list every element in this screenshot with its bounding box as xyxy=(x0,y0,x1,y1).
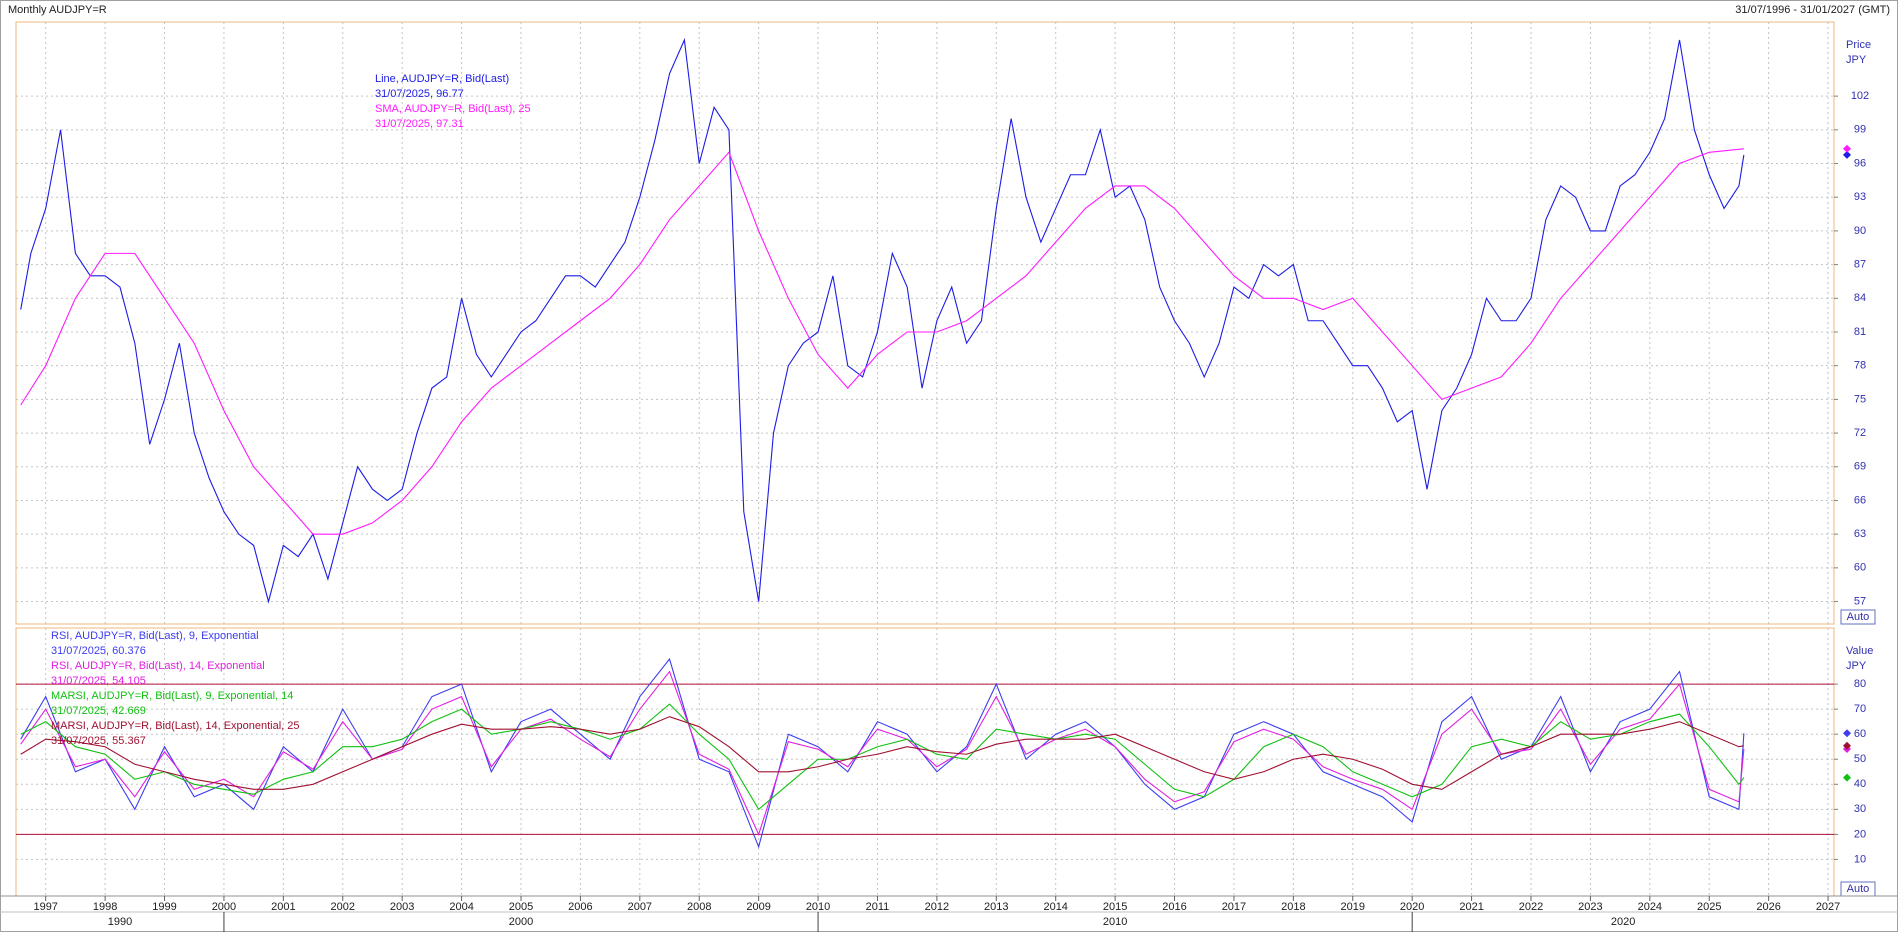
y-tick-label: 10 xyxy=(1854,853,1866,865)
legend-entry: SMA, AUDJPY=R, Bid(Last), 25 xyxy=(375,103,531,115)
y-tick-label: 20 xyxy=(1854,828,1866,840)
y-tick-label: 93 xyxy=(1854,191,1866,203)
y-tick-label: 87 xyxy=(1854,259,1866,271)
y-tick-label: 40 xyxy=(1854,778,1866,790)
x-tick-label: 2004 xyxy=(449,901,473,913)
decade-label: 2000 xyxy=(509,916,533,928)
last-value-marker xyxy=(1843,741,1851,750)
y-tick-label: 99 xyxy=(1854,124,1866,136)
scale-mode: Auto xyxy=(1847,883,1870,895)
x-tick-label: 2017 xyxy=(1222,901,1246,913)
y-tick-label: 50 xyxy=(1854,753,1866,765)
series-line xyxy=(20,148,1744,535)
x-tick-label: 2010 xyxy=(806,901,830,913)
series-line xyxy=(20,703,1745,811)
x-tick-label: 2001 xyxy=(271,901,295,913)
x-tick-label: 1998 xyxy=(93,901,117,913)
y-tick-label: 70 xyxy=(1854,703,1866,715)
x-tick-label: 2025 xyxy=(1697,901,1721,913)
y-tick-label: 57 xyxy=(1854,595,1866,607)
y-tick-label: 90 xyxy=(1854,225,1866,237)
y-tick-label: 30 xyxy=(1854,803,1866,815)
x-tick-label: 2005 xyxy=(509,901,533,913)
x-tick-label: 2019 xyxy=(1341,901,1365,913)
x-tick-label: 2002 xyxy=(331,901,355,913)
x-tick-label: 2008 xyxy=(687,901,711,913)
x-tick-label: 1999 xyxy=(152,901,176,913)
x-tick-label: 2018 xyxy=(1281,901,1305,913)
y-axis-unit: JPY xyxy=(1846,660,1867,672)
x-tick-label: 2016 xyxy=(1162,901,1186,913)
y-tick-label: 60 xyxy=(1854,562,1866,574)
last-value-marker xyxy=(1843,729,1851,738)
y-tick-label: 80 xyxy=(1854,678,1866,690)
x-tick-label: 2003 xyxy=(390,901,414,913)
x-tick-label: 2024 xyxy=(1638,901,1662,913)
y-tick-label: 63 xyxy=(1854,528,1866,540)
y-tick-label: 75 xyxy=(1854,393,1866,405)
x-tick-label: 2027 xyxy=(1816,901,1840,913)
x-tick-label: 1997 xyxy=(33,901,57,913)
x-tick-label: 2015 xyxy=(1103,901,1127,913)
decade-label: 2010 xyxy=(1103,916,1127,928)
last-value-label: 31/07/2025, 55.367 xyxy=(51,735,146,747)
last-value-marker xyxy=(1843,144,1851,153)
x-tick-label: 2021 xyxy=(1459,901,1483,913)
last-value-marker xyxy=(1843,150,1851,159)
date-range: 31/07/1996 - 31/01/2027 (GMT) xyxy=(1735,4,1890,16)
x-tick-label: 2006 xyxy=(568,901,592,913)
legend-entry: RSI, AUDJPY=R, Bid(Last), 9, Exponential xyxy=(51,630,259,642)
x-tick-label: 2009 xyxy=(746,901,770,913)
x-tick-label: 2020 xyxy=(1400,901,1424,913)
x-tick-label: 2026 xyxy=(1756,901,1780,913)
x-tick-label: 2000 xyxy=(212,901,236,913)
y-tick-label: 96 xyxy=(1854,157,1866,169)
x-tick-label: 2014 xyxy=(1043,901,1067,913)
last-value-label: 31/07/2025, 97.31 xyxy=(375,118,464,130)
last-value-marker xyxy=(1843,773,1851,782)
y-tick-label: 60 xyxy=(1854,728,1866,740)
y-axis-label: Price xyxy=(1846,39,1871,51)
series-line xyxy=(20,657,1745,849)
decade-label: 1990 xyxy=(108,916,132,928)
decade-label: 2020 xyxy=(1611,916,1635,928)
y-tick-label: 84 xyxy=(1854,292,1866,304)
y-tick-label: 66 xyxy=(1854,494,1866,506)
y-tick-label: 69 xyxy=(1854,461,1866,473)
series-line xyxy=(20,716,1744,790)
y-tick-label: 102 xyxy=(1851,90,1869,102)
y-tick-label: 81 xyxy=(1854,326,1866,338)
x-tick-label: 2011 xyxy=(866,901,890,913)
legend-entry: Line, AUDJPY=R, Bid(Last) xyxy=(375,73,509,85)
panel xyxy=(15,21,1835,625)
x-tick-label: 2007 xyxy=(628,901,652,913)
x-tick-label: 2012 xyxy=(925,901,949,913)
last-value-label: 31/07/2025, 60.376 xyxy=(51,645,146,657)
legend-entry: MARSI, AUDJPY=R, Bid(Last), 14, Exponent… xyxy=(51,720,300,732)
y-axis-label: Value xyxy=(1846,645,1873,657)
scale-button[interactable] xyxy=(1840,609,1876,625)
x-tick-label: 2013 xyxy=(984,901,1008,913)
x-tick-label: 2023 xyxy=(1578,901,1602,913)
legend-entry: MARSI, AUDJPY=R, Bid(Last), 9, Exponenti… xyxy=(51,690,293,702)
x-tick-label: 2022 xyxy=(1519,901,1543,913)
y-tick-label: 72 xyxy=(1854,427,1866,439)
series-line xyxy=(20,37,1745,604)
series-line xyxy=(20,670,1745,836)
last-value-label: 31/07/2025, 42.669 xyxy=(51,705,146,717)
legend-entry: RSI, AUDJPY=R, Bid(Last), 14, Exponentia… xyxy=(51,660,265,672)
y-tick-label: 78 xyxy=(1854,360,1866,372)
chart-title: Monthly AUDJPY=R xyxy=(8,4,107,16)
last-value-label: 31/07/2025, 96.77 xyxy=(375,88,464,100)
last-value-label: 31/07/2025, 54.105 xyxy=(51,675,146,687)
scale-mode: Auto xyxy=(1847,611,1870,623)
y-axis-unit: JPY xyxy=(1846,54,1867,66)
